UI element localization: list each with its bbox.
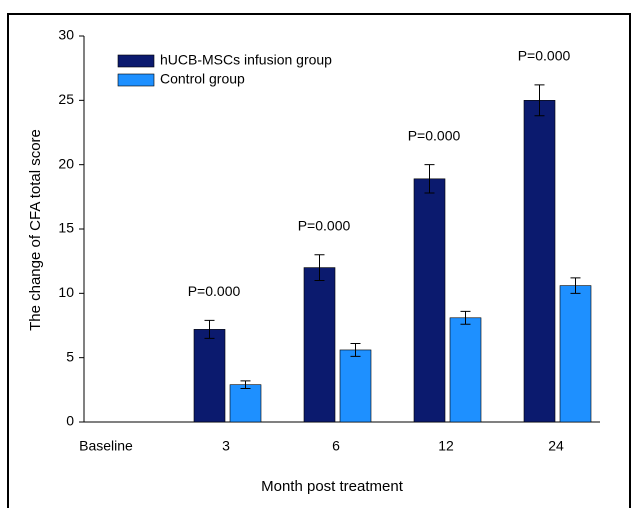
legend-label: hUCB-MSCs infusion group bbox=[160, 52, 332, 68]
error-bar bbox=[350, 343, 361, 357]
error-bar bbox=[424, 164, 435, 194]
y-tick-label: 5 bbox=[66, 348, 74, 364]
y-tick-label: 15 bbox=[58, 220, 74, 236]
y-tick-label: 30 bbox=[58, 27, 74, 43]
x-axis-title: Month post treatment bbox=[261, 478, 404, 495]
bar bbox=[449, 317, 482, 423]
annotation: P=0.000 bbox=[408, 127, 461, 143]
bar bbox=[559, 285, 592, 423]
legend-swatch bbox=[117, 54, 155, 68]
x-tick-label: Baseline bbox=[79, 438, 133, 454]
annotation: P=0.000 bbox=[298, 217, 351, 233]
frame bbox=[7, 13, 631, 508]
y-tick-label: 0 bbox=[66, 413, 74, 429]
error-bar bbox=[534, 84, 545, 117]
y-tick-label: 25 bbox=[58, 91, 74, 107]
bar bbox=[523, 100, 556, 423]
error-bar bbox=[204, 319, 215, 339]
bar bbox=[303, 267, 336, 423]
bar bbox=[193, 329, 226, 423]
error-bar bbox=[570, 277, 581, 294]
x-tick-label: 3 bbox=[222, 438, 230, 454]
y-axis-title: The change of CFA total score bbox=[27, 129, 44, 331]
legend-swatch bbox=[117, 73, 155, 87]
x-tick-label: 24 bbox=[548, 438, 564, 454]
y-tick-label: 20 bbox=[58, 155, 74, 171]
y-tick-label: 10 bbox=[58, 284, 74, 300]
bar bbox=[339, 349, 372, 423]
bar bbox=[413, 178, 446, 423]
annotation: P=0.000 bbox=[518, 48, 571, 64]
bar bbox=[229, 384, 262, 423]
x-tick-label: 6 bbox=[332, 438, 340, 454]
error-bar bbox=[460, 310, 471, 325]
error-bar bbox=[240, 380, 251, 390]
error-bar bbox=[314, 254, 325, 281]
legend-label: Control group bbox=[160, 71, 245, 87]
annotation: P=0.000 bbox=[188, 283, 241, 299]
x-tick-label: 12 bbox=[438, 438, 454, 454]
